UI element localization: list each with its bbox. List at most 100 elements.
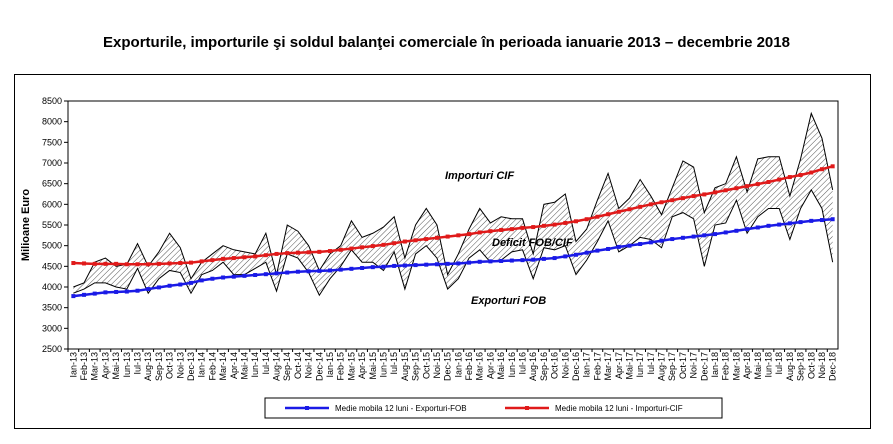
- ma-importuri-cif-point: [467, 232, 472, 237]
- legend-ma-importuri-cif-marker: [525, 406, 529, 410]
- annotation-exporturi-fob: Exporturi FOB: [471, 295, 546, 307]
- x-tick-label: Oct-17: [678, 352, 688, 379]
- y-tick-label: 8500: [42, 96, 62, 106]
- x-tick-label: Noi-18: [817, 352, 827, 379]
- y-tick-label: 3500: [42, 303, 62, 313]
- ma-importuri-cif-point: [231, 256, 236, 261]
- ma-importuri-cif-point: [734, 186, 739, 191]
- x-tick-label: Mar-16: [475, 352, 485, 381]
- ma-exporturi-fob-point: [670, 237, 675, 242]
- ma-exporturi-fob-point: [381, 264, 386, 269]
- ma-exporturi-fob-point: [638, 242, 643, 247]
- ma-importuri-cif-point: [723, 188, 728, 193]
- ma-importuri-cif-point: [392, 241, 397, 246]
- ma-importuri-cif-point: [253, 254, 258, 259]
- x-tick-label: Feb-18: [721, 352, 731, 381]
- ma-exporturi-fob-point: [360, 265, 365, 270]
- ma-exporturi-fob-point: [648, 240, 653, 245]
- ma-exporturi-fob-point: [274, 271, 279, 276]
- x-tick-label: Mai-18: [753, 352, 763, 380]
- ma-exporturi-fob-point: [819, 218, 824, 223]
- ma-importuri-cif-point: [135, 262, 140, 267]
- x-tick-label: Noi-17: [689, 352, 699, 379]
- ma-exporturi-fob-point: [573, 252, 578, 257]
- ma-exporturi-fob-point: [723, 230, 728, 235]
- ma-importuri-cif-point: [745, 184, 750, 189]
- ma-exporturi-fob-point: [520, 258, 525, 263]
- y-axis-title: Milioane Euro: [20, 189, 32, 261]
- ma-exporturi-fob-point: [584, 250, 589, 255]
- ma-importuri-cif-point: [103, 261, 108, 266]
- ma-importuri-cif-point: [167, 261, 172, 266]
- x-tick-label: Noi-15: [432, 352, 442, 379]
- x-tick-label: Feb-15: [336, 352, 346, 381]
- ma-exporturi-fob-point: [734, 228, 739, 233]
- ma-importuri-cif-point: [573, 219, 578, 224]
- ma-exporturi-fob-point: [124, 289, 129, 294]
- x-tick-label: Apr-14: [229, 352, 239, 379]
- x-tick-label: Ian-16: [453, 352, 463, 378]
- x-tick-label: Sep-13: [154, 352, 164, 381]
- ma-importuri-cif-point: [648, 202, 653, 207]
- x-tick-label: Aug-18: [785, 352, 795, 381]
- ma-importuri-cif-point: [370, 244, 375, 249]
- ma-exporturi-fob-point: [199, 278, 204, 283]
- y-tick-label: 5500: [42, 220, 62, 230]
- ma-exporturi-fob-point: [114, 289, 119, 294]
- x-tick-label: Iun-18: [763, 352, 773, 378]
- ma-exporturi-fob-point: [71, 294, 76, 299]
- ma-importuri-cif-point: [627, 207, 632, 212]
- ma-importuri-cif-point: [349, 246, 354, 251]
- y-tick-label: 4500: [42, 261, 62, 271]
- x-tick-label: Feb-16: [464, 352, 474, 381]
- ma-importuri-cif-point: [124, 262, 129, 267]
- ma-exporturi-fob-point: [798, 220, 803, 225]
- x-tick-label: Ian-14: [197, 352, 207, 378]
- x-tick-label: Aug-15: [400, 352, 410, 381]
- ma-exporturi-fob-point: [616, 244, 621, 249]
- x-tick-label: Ian-17: [582, 352, 592, 378]
- x-tick-label: Iun-16: [507, 352, 517, 378]
- x-tick-label: Noi-14: [304, 352, 314, 379]
- ma-importuri-cif-point: [680, 196, 685, 201]
- ma-importuri-cif-point: [221, 256, 226, 261]
- x-tick-label: Apr-15: [357, 352, 367, 379]
- x-tick-label: Apr-13: [100, 352, 110, 379]
- x-tick-label: Aug-17: [657, 352, 667, 381]
- ma-exporturi-fob-point: [477, 259, 482, 264]
- ma-importuri-cif-point: [616, 209, 621, 214]
- x-tick-label: Noi-13: [175, 352, 185, 379]
- ma-exporturi-fob-point: [787, 221, 792, 226]
- x-tick-label: Ian-18: [710, 352, 720, 378]
- ma-exporturi-fob-point: [531, 257, 536, 262]
- x-tick-label: Oct-14: [293, 352, 303, 379]
- ma-exporturi-fob-point: [295, 269, 300, 274]
- ma-importuri-cif-point: [819, 167, 824, 172]
- ma-importuri-cif-point: [424, 237, 429, 242]
- x-tick-label: Apr-17: [614, 352, 624, 379]
- y-tick-label: 7000: [42, 158, 62, 168]
- ma-importuri-cif-point: [830, 164, 835, 169]
- x-tick-label: Apr-18: [742, 352, 752, 379]
- x-tick-label: Iul-17: [646, 352, 656, 375]
- ma-exporturi-fob-point: [606, 246, 611, 251]
- ma-exporturi-fob-point: [156, 285, 161, 290]
- ma-importuri-cif-point: [702, 192, 707, 197]
- ma-importuri-cif-point: [402, 239, 407, 244]
- x-tick-label: Dec-17: [699, 352, 709, 381]
- series-exporturi-fob-line: [73, 188, 834, 297]
- ma-importuri-cif-point: [595, 214, 600, 219]
- ma-importuri-cif-point: [563, 220, 568, 225]
- ma-importuri-cif-point: [445, 234, 450, 239]
- ma-importuri-cif-point: [114, 261, 119, 266]
- x-tick-label: Iul-16: [518, 352, 528, 375]
- ma-importuri-cif-point: [531, 225, 536, 230]
- ma-importuri-cif-point: [691, 194, 696, 199]
- ma-importuri-cif-point: [766, 180, 771, 185]
- x-tick-label: Iun-15: [378, 352, 388, 378]
- x-tick-label: Sep-15: [411, 352, 421, 381]
- ma-exporturi-fob-point: [82, 292, 87, 297]
- x-tick-label: Iul-18: [774, 352, 784, 375]
- ma-exporturi-fob-point: [402, 263, 407, 268]
- ma-exporturi-fob-point: [92, 291, 97, 296]
